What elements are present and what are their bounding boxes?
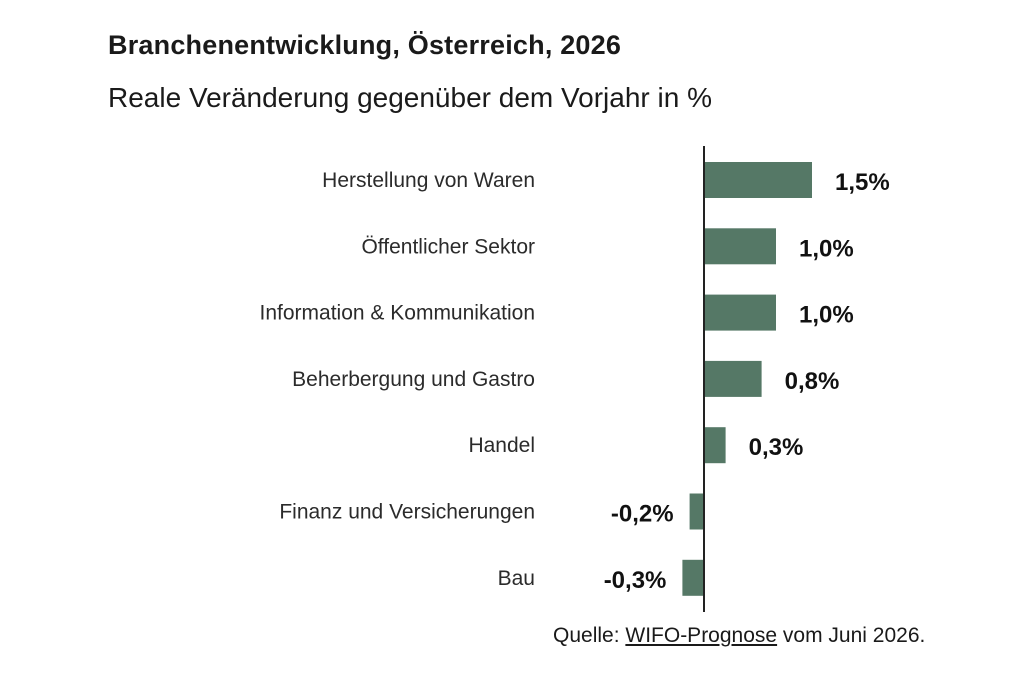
bars-group <box>682 162 812 596</box>
category-label-6: Bau <box>498 567 535 590</box>
category-label-1: Öffentlicher Sektor <box>361 235 535 258</box>
value-label-2: 1,0% <box>799 302 854 329</box>
bar-1 <box>704 228 776 265</box>
category-label-0: Herstellung von Waren <box>322 169 535 192</box>
value-label-3: 0,8% <box>785 368 840 395</box>
source-note: Quelle: WIFO-Prognose vom Juni 2026. <box>553 624 925 648</box>
category-label-2: Information & Kommunikation <box>260 302 535 325</box>
source-link[interactable]: WIFO-Prognose <box>625 624 778 647</box>
category-label-3: Beherbergung und Gastro <box>292 368 535 391</box>
value-label-0: 1,5% <box>835 169 890 196</box>
category-label-5: Finanz und Versicherungen <box>279 501 535 524</box>
source-prefix: Quelle: <box>553 624 626 647</box>
value-label-5: -0,2% <box>611 501 674 528</box>
category-labels: Herstellung von Waren Öffentlicher Sektor… <box>260 169 535 590</box>
category-label-4: Handel <box>468 434 535 457</box>
value-label-4: 0,3% <box>749 434 804 461</box>
bar-4 <box>704 427 726 464</box>
value-labels: 1,5% 1,0% 1,0% 0,8% 0,3% -0,2% -0,3% <box>604 169 890 594</box>
bar-6 <box>682 559 704 596</box>
chart-title: Branchenentwicklung, Österreich, 2026 <box>108 30 622 60</box>
bar-5 <box>689 493 704 530</box>
bar-3 <box>704 360 762 397</box>
value-label-1: 1,0% <box>799 235 854 262</box>
bar-2 <box>704 294 776 331</box>
chart-subtitle: Reale Veränderung gegenüber dem Vorjahr … <box>108 82 712 113</box>
source-suffix: vom Juni 2026. <box>777 624 926 647</box>
value-label-6: -0,3% <box>604 567 667 594</box>
bar-0 <box>704 162 812 198</box>
